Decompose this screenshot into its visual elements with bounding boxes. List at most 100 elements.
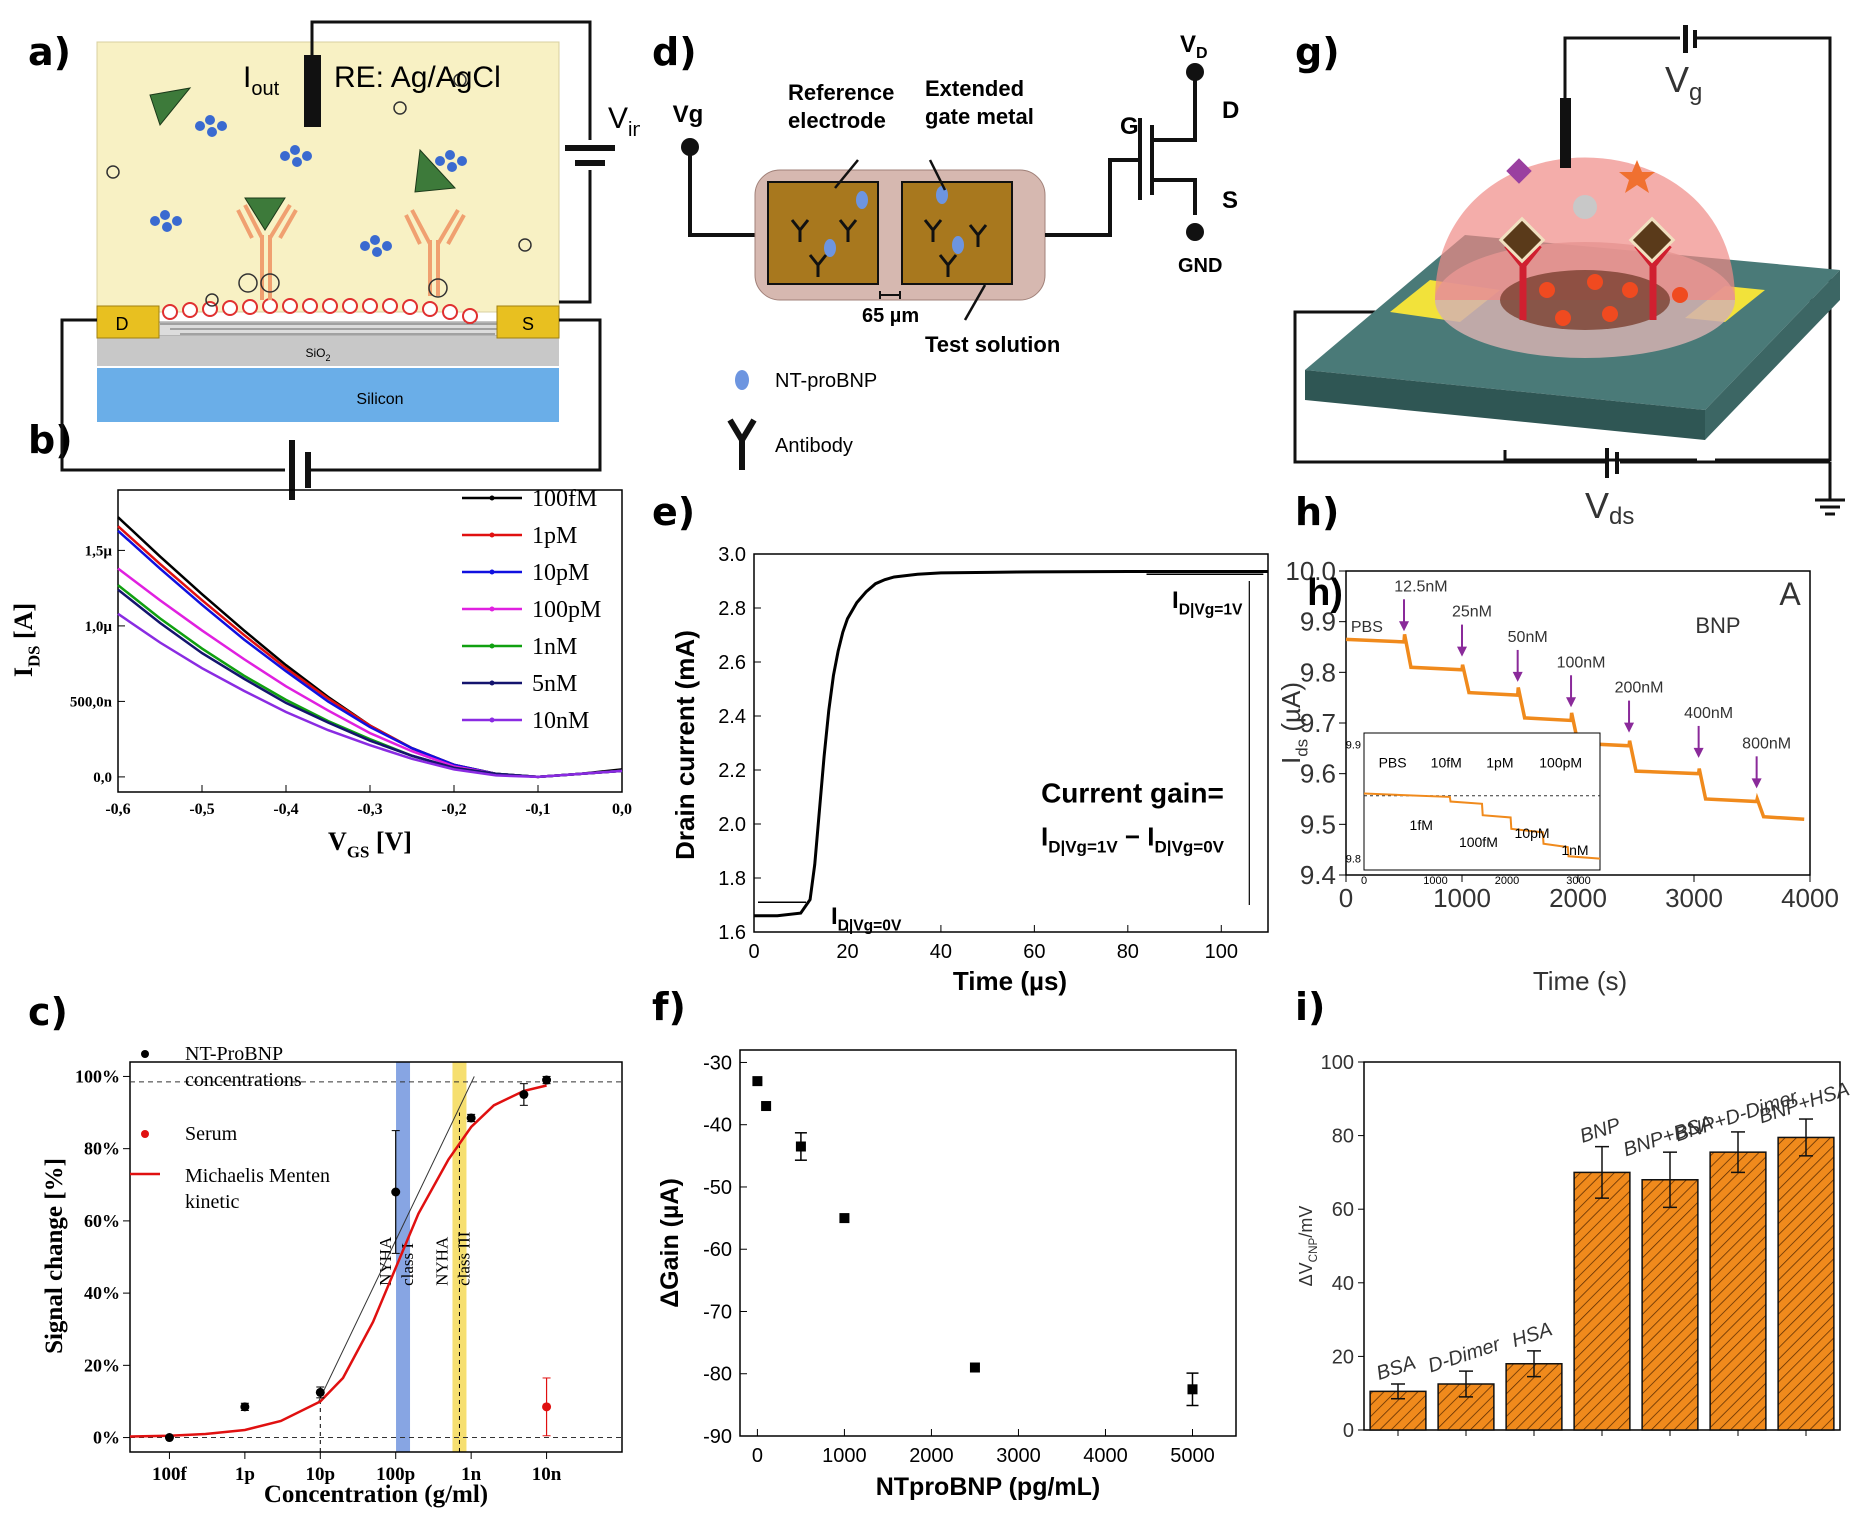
panel-d-legend-ntprobnp-marker	[735, 370, 749, 390]
inset-x-tick-label: 3000	[1566, 875, 1590, 887]
panel-a-battery-vin-short-plate	[575, 160, 605, 166]
legend-label: Serum	[185, 1123, 238, 1145]
y-axis-label: Ids (µA)	[1276, 682, 1311, 764]
i-off-label: ID|Vg=0V	[831, 903, 902, 935]
panel-d-vg-label: Vg	[673, 101, 704, 128]
step-label: 800nM	[1742, 735, 1791, 752]
x-tick-label: 0	[1339, 883, 1353, 913]
panel-d-vd-label: VD	[1180, 31, 1208, 62]
y-tick-label: 9.4	[1300, 860, 1336, 890]
x-tick-label: 60	[1023, 941, 1045, 963]
data-point	[761, 1101, 772, 1112]
inset-label-bottom: 1nM	[1561, 842, 1588, 858]
current-trace	[754, 570, 1268, 918]
series-10nM	[117, 612, 623, 779]
x-tick-label: 100	[1205, 941, 1238, 963]
panel-d-gate-pad	[901, 181, 1013, 285]
bar-label: BSA	[1374, 1352, 1419, 1385]
panel-a-analyte-triangle-2	[244, 197, 286, 231]
inset-label-bottom: 1fM	[1410, 817, 1433, 833]
y-tick-label: 100	[1321, 1052, 1354, 1074]
bar	[1709, 1151, 1767, 1431]
x-tick-label: -0,3	[357, 801, 382, 818]
x-tick-label: 1000	[1433, 883, 1491, 913]
nyha-band	[396, 1062, 411, 1452]
panel-a-antibody-1	[236, 203, 298, 300]
panel-g-vds-battery	[1605, 448, 1609, 478]
panel-a-negative-charges	[106, 73, 532, 307]
panel-g-target-1	[1498, 216, 1546, 264]
y-tick-label: -50	[703, 1177, 732, 1199]
fit-curve	[129, 1084, 547, 1438]
panel-d-legend-ntprobnp-label: NT-proBNP	[775, 370, 877, 392]
chart-e: 0 20 40 60 80 100 1.6 1.8 2.0 2.2 2.4 2.6 2.8 3.0 ID|V…	[670, 544, 1269, 996]
y-tick-label: 500,0n	[70, 694, 113, 710]
panel-label-g: g)	[1295, 30, 1340, 74]
legend-label: 1nM	[532, 634, 577, 660]
legend-label: Michaelis Menten kinetic	[185, 1165, 330, 1213]
chart-h: 0 1000 2000 3000 40009.49.59.69.79.89.910.0P…	[1276, 556, 1839, 996]
panel-a-antibody-2	[404, 208, 466, 296]
step-label: 25nM	[1452, 604, 1492, 621]
chart-b: -0,6 -0,5 -0,4 -0,3 -0,2 -0,1 0,0 0,0 500,0n 1,0µ…	[9, 486, 632, 861]
x-tick-label: -0,2	[441, 801, 466, 818]
panel-d-solution-pointer	[963, 284, 987, 321]
y-axis-label: ΔGain (µA)	[656, 1178, 684, 1308]
panel-g-vds-battery-short	[1615, 452, 1619, 474]
x-tick-label: 4000	[1781, 883, 1839, 913]
x-tick-label: 3000	[1665, 883, 1723, 913]
panel-label-e: e)	[652, 490, 696, 534]
panel-a-reference-electrode	[304, 55, 321, 127]
panel-a-graphene-sheet	[144, 321, 521, 337]
inset-y-tick-label: 9.8	[1346, 854, 1361, 866]
legend-marker	[141, 1050, 149, 1058]
y-axis-label: Drain current (mA)	[670, 630, 700, 860]
legend-label: 1pM	[532, 523, 577, 549]
inset-label-top: 1pM	[1486, 754, 1513, 770]
panel-label-c: c)	[28, 990, 68, 1034]
panel-g-dome	[1435, 157, 1735, 300]
legend-label: NT-ProBNP concentrations	[185, 1043, 302, 1091]
data-point	[1187, 1384, 1198, 1395]
panel-label-h-overlay: h)	[1307, 572, 1343, 614]
step-arrowhead	[1399, 621, 1409, 632]
y-tick-label: -80	[703, 1364, 732, 1386]
panel-tag: A	[1779, 576, 1801, 612]
step-label: PBS	[1351, 619, 1383, 636]
y-tick-label: 3.0	[718, 544, 746, 566]
panel-g-vg-battery-short	[1693, 30, 1697, 48]
panel-g-reference-electrode	[1560, 98, 1571, 168]
inset-x-tick-label: 1000	[1423, 875, 1447, 887]
panel-a-interferent-molecules	[150, 115, 467, 257]
panel-a-drain-contact	[96, 305, 160, 339]
data-point	[164, 1433, 174, 1443]
legend-marker	[141, 1130, 149, 1138]
x-tick-label: 100f	[152, 1464, 188, 1485]
x-tick-label: -0,5	[189, 801, 214, 818]
panel-g-interferent-sphere	[1573, 195, 1597, 219]
panel-d-transistor	[1138, 115, 1197, 215]
legend-marker	[489, 532, 495, 538]
x-tick-label: 10n	[532, 1464, 562, 1485]
legend-label: 100pM	[532, 597, 601, 623]
step-arrowhead	[1751, 778, 1762, 789]
x-tick-label: -0,4	[273, 801, 298, 818]
x-tick-label: 40	[930, 941, 952, 963]
data-point	[542, 1075, 552, 1085]
panel-a-silicon-label: Silicon	[356, 391, 403, 408]
y-tick-label: 10.0	[1285, 556, 1336, 586]
panel-a-battery-vin	[565, 145, 615, 151]
panel-d-s-label: S	[1222, 187, 1238, 214]
series-line	[117, 612, 623, 779]
y-tick-label: 2.6	[718, 652, 746, 674]
y-tick-label: 2.0	[718, 814, 746, 836]
panel-a-silicon-layer	[97, 368, 559, 422]
x-axis-label: Time (s)	[1533, 966, 1627, 996]
y-tick-label: -90	[703, 1426, 732, 1448]
x-tick-label: 20	[836, 941, 858, 963]
y-tick-label: 1.8	[718, 868, 746, 890]
legend-marker	[489, 680, 495, 686]
x-tick-label: 80	[1117, 941, 1139, 963]
